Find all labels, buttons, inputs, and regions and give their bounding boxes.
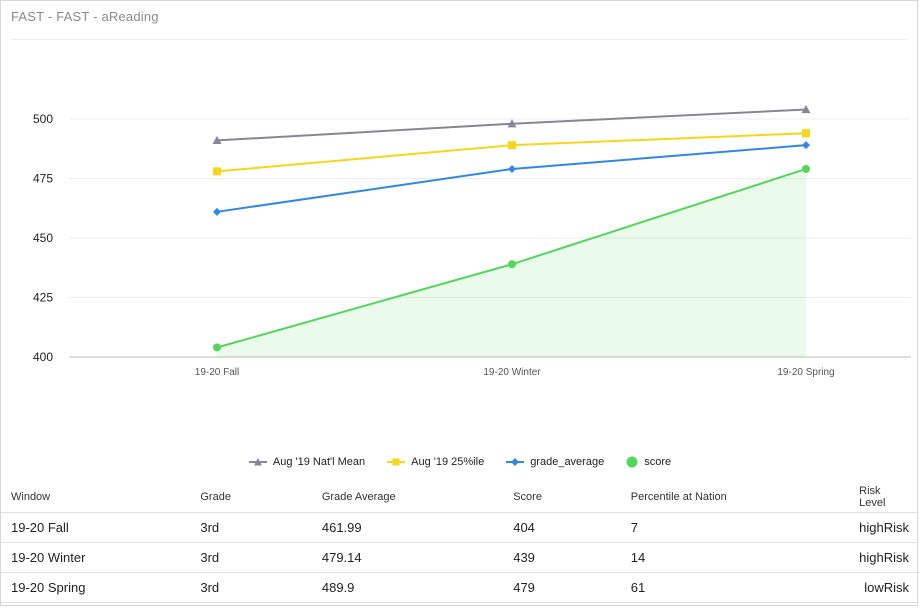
point-marker <box>802 129 810 138</box>
point-marker <box>212 135 222 145</box>
cell-grade: 3rd <box>190 542 312 573</box>
x-tick-label: 19-20 Spring <box>777 367 834 378</box>
legend-label: score <box>644 456 672 468</box>
cell-grade-average: 489.9 <box>311 572 504 603</box>
cell-grade-average: 479.14 <box>311 542 504 573</box>
title-divider <box>11 39 907 40</box>
cell-grade: 3rd <box>190 512 312 543</box>
table-row: 19-20 Spring 3rd 489.9 479 61 lowRisk <box>1 572 919 603</box>
cell-score: 479 <box>503 572 621 603</box>
point-marker <box>508 164 516 173</box>
x-tick-label: 19-20 Winter <box>483 367 541 378</box>
point-marker <box>508 260 516 269</box>
point-marker <box>802 164 810 173</box>
point-marker <box>213 343 221 352</box>
cell-score: 439 <box>503 542 621 573</box>
legend-swatch <box>387 458 406 466</box>
cell-score: 404 <box>503 512 621 543</box>
chart-legend: Aug '19 Nat'l Mean Aug '19 25%ile grade_av… <box>1 456 919 468</box>
x-tick-label: 19-20 Fall <box>195 367 239 378</box>
point-marker <box>213 167 221 176</box>
cell-risk-level: lowRisk <box>849 572 919 603</box>
table-row: 19-20 Winter 3rd 479.14 439 14 highRisk <box>1 542 919 573</box>
table-row: 19-20 Fall 3rd 461.99 404 7 highRisk <box>1 512 919 543</box>
cell-window: 19-20 Fall <box>1 512 191 543</box>
point-marker <box>213 207 221 216</box>
y-tick-label: 500 <box>33 112 53 126</box>
column-header-percentile: Percentile at Nation <box>620 482 850 513</box>
point-marker <box>802 141 810 150</box>
column-header-window: Window <box>1 482 191 513</box>
column-header-grade-average: Grade Average <box>311 482 504 513</box>
cell-percentile: 7 <box>620 512 850 543</box>
cell-window: 19-20 Winter <box>1 542 191 573</box>
point-marker <box>801 104 811 114</box>
y-tick-label: 400 <box>33 350 53 364</box>
column-header-risk-level: Risk Level <box>849 482 919 513</box>
legend-item[interactable]: score <box>626 456 671 468</box>
legend-swatch <box>248 458 267 466</box>
legend-label: Aug '19 25%ile <box>411 456 485 468</box>
y-tick-label: 450 <box>33 231 53 245</box>
legend-label: grade_average <box>530 456 605 468</box>
table-header-row: Window Grade Grade Average Score Percent… <box>1 482 919 513</box>
cell-grade: 3rd <box>190 572 312 603</box>
legend-item[interactable]: Aug '19 25%ile <box>387 456 484 468</box>
point-marker <box>507 119 517 128</box>
point-marker <box>508 141 516 150</box>
legend-swatch <box>506 458 525 466</box>
results-table: Window Grade Grade Average Score Percent… <box>1 482 919 603</box>
cell-window: 19-20 Spring <box>1 572 191 603</box>
column-header-grade: Grade <box>190 482 312 513</box>
legend-item[interactable]: grade_average <box>506 456 604 468</box>
series-area-score <box>217 168 806 357</box>
legend-label: Aug '19 Nat'l Mean <box>272 456 366 468</box>
panel-title: FAST - FAST - aReading <box>11 9 159 24</box>
column-header-score: Score <box>503 482 621 513</box>
cell-risk-level: highRisk <box>849 542 919 573</box>
cell-grade-average: 461.99 <box>311 512 504 543</box>
cell-percentile: 61 <box>620 572 850 603</box>
cell-percentile: 14 <box>620 542 850 573</box>
y-tick-label: 425 <box>33 291 53 305</box>
cell-risk-level: highRisk <box>849 512 919 543</box>
legend-item[interactable]: Aug '19 Nat'l Mean <box>248 456 366 468</box>
line-chart: 400 425 450 475 500 19-20 Fall 19-20 Winter 19-… <box>33 104 911 378</box>
y-tick-label: 475 <box>33 172 53 186</box>
legend-swatch <box>626 456 638 468</box>
